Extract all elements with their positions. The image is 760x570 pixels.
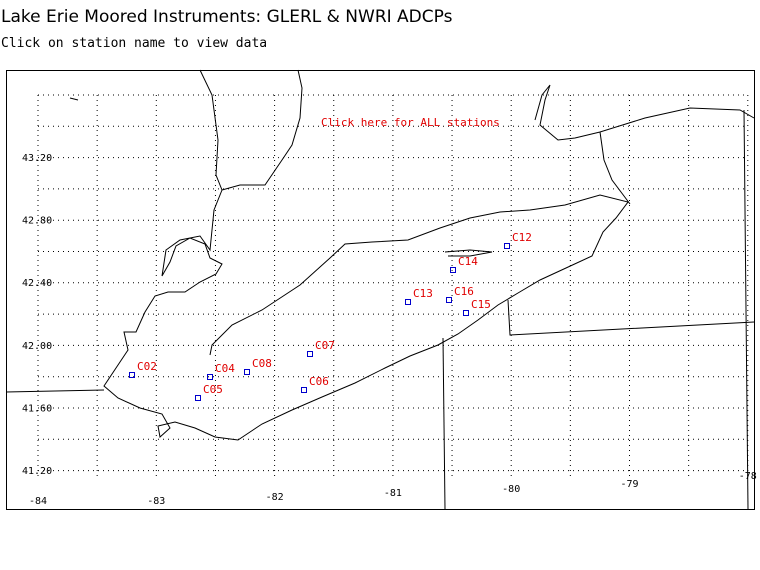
station-marker[interactable] [307, 351, 313, 357]
station[interactable]: C16 [446, 285, 474, 303]
lake-ontario-shore [534, 84, 755, 141]
lat-label: 41.20 [22, 466, 52, 477]
station[interactable]: C06 [301, 375, 329, 393]
lon-label: -83 [147, 496, 165, 507]
page-subtitle: Click on station name to view data [1, 36, 267, 51]
station-label[interactable]: C12 [512, 231, 532, 244]
lon-label: -82 [266, 492, 284, 503]
station-label[interactable]: C07 [315, 339, 335, 352]
station-label[interactable]: C08 [252, 357, 272, 370]
lat-label: 42.00 [22, 341, 52, 352]
station-label[interactable]: C14 [458, 255, 478, 268]
lat-label: 43.20 [22, 153, 52, 164]
station-marker[interactable] [244, 369, 250, 375]
station[interactable]: C05 [195, 383, 223, 401]
station-label[interactable]: C16 [454, 285, 474, 298]
station-marker[interactable] [446, 297, 452, 303]
station-marker[interactable] [129, 372, 135, 378]
lake-erie-shore [103, 189, 629, 441]
lon-label: -81 [384, 488, 402, 499]
border-south [442, 337, 446, 510]
lon-label: -80 [502, 484, 520, 495]
station[interactable]: C14 [450, 255, 479, 273]
all-stations-link[interactable]: Click here for ALL stations [321, 116, 500, 129]
niagara [599, 131, 631, 205]
station-label[interactable]: C15 [471, 298, 491, 311]
graticule [37, 94, 749, 478]
station-marker[interactable] [450, 267, 456, 273]
border-west [5, 389, 105, 393]
lake-huron-shore [221, 69, 303, 191]
lon-label: -79 [620, 479, 638, 490]
long-point [444, 249, 493, 257]
station-label[interactable]: C05 [203, 383, 223, 396]
station-marker[interactable] [405, 299, 411, 305]
lat-label: 42.80 [22, 216, 52, 227]
station-label[interactable]: C06 [309, 375, 329, 388]
station[interactable]: C08 [244, 357, 272, 375]
ohio-inland [743, 109, 749, 510]
station-marker[interactable] [195, 395, 201, 401]
page-title: Lake Erie Moored Instruments: GLERL & NW… [1, 7, 453, 27]
lat-label: 41.60 [22, 403, 52, 414]
border-pa-ny [507, 299, 755, 336]
station-marker[interactable] [207, 374, 213, 380]
islet [69, 97, 79, 101]
lon-label: -84 [29, 496, 47, 507]
station[interactable]: C02 [129, 360, 157, 378]
tick-labels: -84 -83 -82 -81 -80 -79 -78 43.20 42.80 42.40 42.0… [22, 153, 757, 507]
station[interactable]: C15 [463, 298, 491, 316]
station-marker[interactable] [301, 387, 307, 393]
station[interactable]: C12 [504, 231, 532, 249]
michigan-thumb [199, 69, 223, 191]
station[interactable]: C13 [405, 287, 433, 305]
station-label[interactable]: C02 [137, 360, 157, 373]
lon-label: -78 [739, 471, 757, 482]
coastlines [5, 69, 755, 510]
station-label[interactable]: C04 [215, 362, 235, 375]
station-label[interactable]: C13 [413, 287, 433, 300]
station-marker[interactable] [463, 310, 469, 316]
station[interactable]: C07 [307, 339, 335, 357]
map-frame [6, 70, 755, 510]
lat-label: 42.40 [22, 278, 52, 289]
station[interactable]: C04 [207, 362, 236, 380]
station-marker[interactable] [504, 243, 510, 249]
